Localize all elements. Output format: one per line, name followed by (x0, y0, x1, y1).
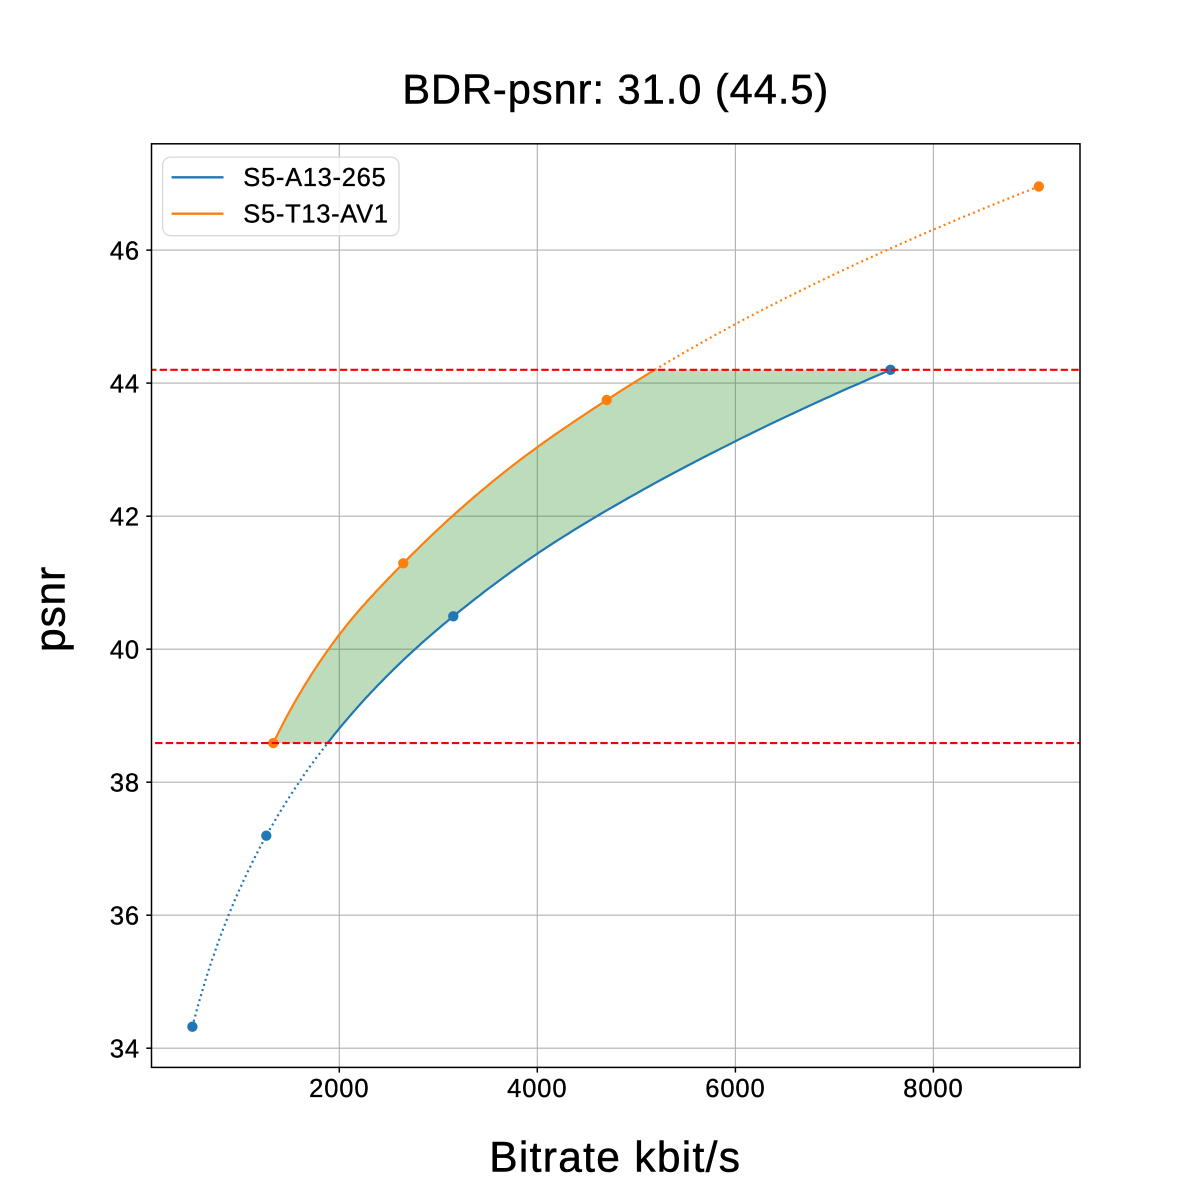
svg-text:40: 40 (110, 636, 140, 664)
svg-text:8000: 8000 (903, 1075, 963, 1103)
svg-text:42: 42 (110, 503, 140, 531)
svg-text:4000: 4000 (507, 1075, 567, 1103)
svg-text:36: 36 (110, 902, 140, 930)
svg-text:BDR-psnr: 31.0 (44.5): BDR-psnr: 31.0 (44.5) (402, 66, 829, 113)
svg-text:2000: 2000 (309, 1075, 369, 1103)
svg-text:S5-A13-265: S5-A13-265 (243, 164, 386, 192)
svg-text:34: 34 (110, 1035, 140, 1063)
svg-text:psnr: psnr (28, 566, 75, 652)
svg-text:6000: 6000 (705, 1075, 765, 1103)
svg-text:38: 38 (110, 769, 140, 797)
svg-text:Bitrate kbit/s: Bitrate kbit/s (489, 1134, 741, 1181)
svg-text:46: 46 (110, 237, 140, 265)
svg-text:S5-T13-AV1: S5-T13-AV1 (243, 201, 388, 229)
svg-text:44: 44 (110, 370, 140, 398)
